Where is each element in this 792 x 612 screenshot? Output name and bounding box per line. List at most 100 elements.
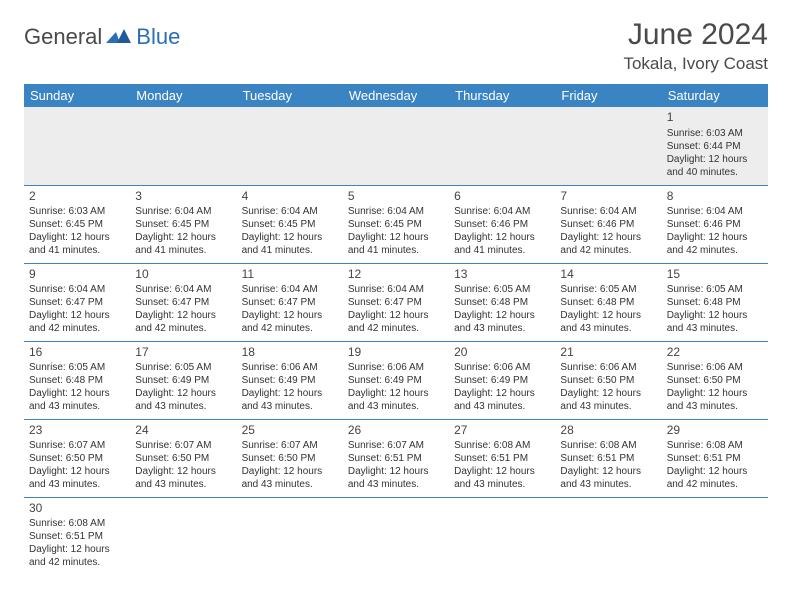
day-number: 6 <box>454 189 550 205</box>
weekday-header: Wednesday <box>343 84 449 107</box>
daylight-text: Daylight: 12 hours and 40 minutes. <box>667 153 763 179</box>
sunset-text: Sunset: 6:50 PM <box>242 452 338 465</box>
daylight-text: Daylight: 12 hours and 43 minutes. <box>348 465 444 491</box>
sunset-text: Sunset: 6:51 PM <box>560 452 656 465</box>
daylight-text: Daylight: 12 hours and 41 minutes. <box>242 231 338 257</box>
sunset-text: Sunset: 6:50 PM <box>560 374 656 387</box>
day-number: 12 <box>348 267 444 283</box>
calendar-cell <box>449 497 555 575</box>
sunrise-text: Sunrise: 6:05 AM <box>135 361 231 374</box>
sunrise-text: Sunrise: 6:05 AM <box>667 283 763 296</box>
calendar-cell: 4Sunrise: 6:04 AMSunset: 6:45 PMDaylight… <box>237 185 343 263</box>
weekday-header: Sunday <box>24 84 130 107</box>
daylight-text: Daylight: 12 hours and 43 minutes. <box>242 465 338 491</box>
calendar-cell: 10Sunrise: 6:04 AMSunset: 6:47 PMDayligh… <box>130 263 236 341</box>
calendar-cell: 24Sunrise: 6:07 AMSunset: 6:50 PMDayligh… <box>130 419 236 497</box>
sunset-text: Sunset: 6:47 PM <box>348 296 444 309</box>
sunset-text: Sunset: 6:45 PM <box>348 218 444 231</box>
calendar-cell <box>130 497 236 575</box>
calendar-cell: 23Sunrise: 6:07 AMSunset: 6:50 PMDayligh… <box>24 419 130 497</box>
day-number: 2 <box>29 189 125 205</box>
sunset-text: Sunset: 6:47 PM <box>242 296 338 309</box>
calendar-cell: 26Sunrise: 6:07 AMSunset: 6:51 PMDayligh… <box>343 419 449 497</box>
day-number: 19 <box>348 345 444 361</box>
daylight-text: Daylight: 12 hours and 42 minutes. <box>667 231 763 257</box>
sunset-text: Sunset: 6:50 PM <box>667 374 763 387</box>
calendar-cell: 19Sunrise: 6:06 AMSunset: 6:49 PMDayligh… <box>343 341 449 419</box>
calendar-cell <box>237 497 343 575</box>
day-number: 25 <box>242 423 338 439</box>
sunset-text: Sunset: 6:45 PM <box>135 218 231 231</box>
weekday-header: Tuesday <box>237 84 343 107</box>
daylight-text: Daylight: 12 hours and 41 minutes. <box>135 231 231 257</box>
weekday-header: Friday <box>555 84 661 107</box>
sunrise-text: Sunrise: 6:04 AM <box>29 283 125 296</box>
sunrise-text: Sunrise: 6:03 AM <box>29 205 125 218</box>
header: General Blue June 2024 Tokala, Ivory Coa… <box>24 18 768 74</box>
daylight-text: Daylight: 12 hours and 42 minutes. <box>348 309 444 335</box>
sunset-text: Sunset: 6:51 PM <box>29 530 125 543</box>
sunset-text: Sunset: 6:47 PM <box>29 296 125 309</box>
sunset-text: Sunset: 6:46 PM <box>454 218 550 231</box>
daylight-text: Daylight: 12 hours and 43 minutes. <box>454 465 550 491</box>
sunrise-text: Sunrise: 6:04 AM <box>348 205 444 218</box>
sunrise-text: Sunrise: 6:04 AM <box>242 283 338 296</box>
day-number: 27 <box>454 423 550 439</box>
daylight-text: Daylight: 12 hours and 41 minutes. <box>454 231 550 257</box>
day-number: 17 <box>135 345 231 361</box>
day-number: 1 <box>667 110 763 126</box>
sunset-text: Sunset: 6:51 PM <box>348 452 444 465</box>
sunrise-text: Sunrise: 6:06 AM <box>667 361 763 374</box>
calendar-cell: 2Sunrise: 6:03 AMSunset: 6:45 PMDaylight… <box>24 185 130 263</box>
calendar-cell <box>449 107 555 185</box>
daylight-text: Daylight: 12 hours and 41 minutes. <box>29 231 125 257</box>
calendar-row: 23Sunrise: 6:07 AMSunset: 6:50 PMDayligh… <box>24 419 768 497</box>
sunset-text: Sunset: 6:47 PM <box>135 296 231 309</box>
logo-text-general: General <box>24 24 102 50</box>
day-number: 22 <box>667 345 763 361</box>
daylight-text: Daylight: 12 hours and 43 minutes. <box>667 309 763 335</box>
daylight-text: Daylight: 12 hours and 43 minutes. <box>242 387 338 413</box>
calendar-cell: 3Sunrise: 6:04 AMSunset: 6:45 PMDaylight… <box>130 185 236 263</box>
calendar-cell: 13Sunrise: 6:05 AMSunset: 6:48 PMDayligh… <box>449 263 555 341</box>
daylight-text: Daylight: 12 hours and 42 minutes. <box>135 309 231 335</box>
day-number: 5 <box>348 189 444 205</box>
calendar-cell: 12Sunrise: 6:04 AMSunset: 6:47 PMDayligh… <box>343 263 449 341</box>
sunrise-text: Sunrise: 6:04 AM <box>454 205 550 218</box>
daylight-text: Daylight: 12 hours and 43 minutes. <box>454 387 550 413</box>
sunrise-text: Sunrise: 6:05 AM <box>560 283 656 296</box>
calendar-cell: 7Sunrise: 6:04 AMSunset: 6:46 PMDaylight… <box>555 185 661 263</box>
calendar-row: 30Sunrise: 6:08 AMSunset: 6:51 PMDayligh… <box>24 497 768 575</box>
daylight-text: Daylight: 12 hours and 43 minutes. <box>454 309 550 335</box>
calendar-cell: 14Sunrise: 6:05 AMSunset: 6:48 PMDayligh… <box>555 263 661 341</box>
sunrise-text: Sunrise: 6:07 AM <box>135 439 231 452</box>
daylight-text: Daylight: 12 hours and 43 minutes. <box>560 387 656 413</box>
calendar-cell: 29Sunrise: 6:08 AMSunset: 6:51 PMDayligh… <box>662 419 768 497</box>
calendar-cell: 28Sunrise: 6:08 AMSunset: 6:51 PMDayligh… <box>555 419 661 497</box>
day-number: 3 <box>135 189 231 205</box>
sunrise-text: Sunrise: 6:06 AM <box>348 361 444 374</box>
day-number: 8 <box>667 189 763 205</box>
sunrise-text: Sunrise: 6:08 AM <box>29 517 125 530</box>
calendar-cell: 6Sunrise: 6:04 AMSunset: 6:46 PMDaylight… <box>449 185 555 263</box>
sunset-text: Sunset: 6:49 PM <box>348 374 444 387</box>
daylight-text: Daylight: 12 hours and 43 minutes. <box>348 387 444 413</box>
day-number: 16 <box>29 345 125 361</box>
sunset-text: Sunset: 6:50 PM <box>29 452 125 465</box>
sunset-text: Sunset: 6:50 PM <box>135 452 231 465</box>
calendar-cell: 25Sunrise: 6:07 AMSunset: 6:50 PMDayligh… <box>237 419 343 497</box>
calendar-cell: 21Sunrise: 6:06 AMSunset: 6:50 PMDayligh… <box>555 341 661 419</box>
sunrise-text: Sunrise: 6:08 AM <box>454 439 550 452</box>
day-number: 13 <box>454 267 550 283</box>
calendar-cell: 27Sunrise: 6:08 AMSunset: 6:51 PMDayligh… <box>449 419 555 497</box>
calendar-cell <box>24 107 130 185</box>
day-number: 10 <box>135 267 231 283</box>
sunrise-text: Sunrise: 6:04 AM <box>135 205 231 218</box>
daylight-text: Daylight: 12 hours and 43 minutes. <box>135 387 231 413</box>
calendar-cell: 1Sunrise: 6:03 AMSunset: 6:44 PMDaylight… <box>662 107 768 185</box>
calendar-cell: 5Sunrise: 6:04 AMSunset: 6:45 PMDaylight… <box>343 185 449 263</box>
calendar-cell: 17Sunrise: 6:05 AMSunset: 6:49 PMDayligh… <box>130 341 236 419</box>
calendar-cell: 22Sunrise: 6:06 AMSunset: 6:50 PMDayligh… <box>662 341 768 419</box>
calendar-row: 2Sunrise: 6:03 AMSunset: 6:45 PMDaylight… <box>24 185 768 263</box>
daylight-text: Daylight: 12 hours and 43 minutes. <box>560 465 656 491</box>
